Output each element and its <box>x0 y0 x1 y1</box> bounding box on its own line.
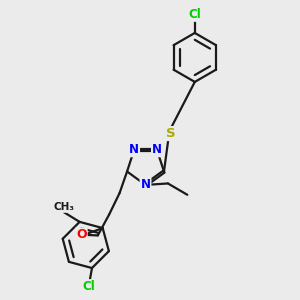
Text: N: N <box>140 178 151 191</box>
Text: Cl: Cl <box>82 280 95 293</box>
Text: S: S <box>166 127 176 140</box>
Text: N: N <box>129 143 139 156</box>
Text: N: N <box>152 143 162 156</box>
Text: CH₃: CH₃ <box>54 202 75 212</box>
Text: Cl: Cl <box>188 8 201 21</box>
Text: O: O <box>76 228 87 241</box>
